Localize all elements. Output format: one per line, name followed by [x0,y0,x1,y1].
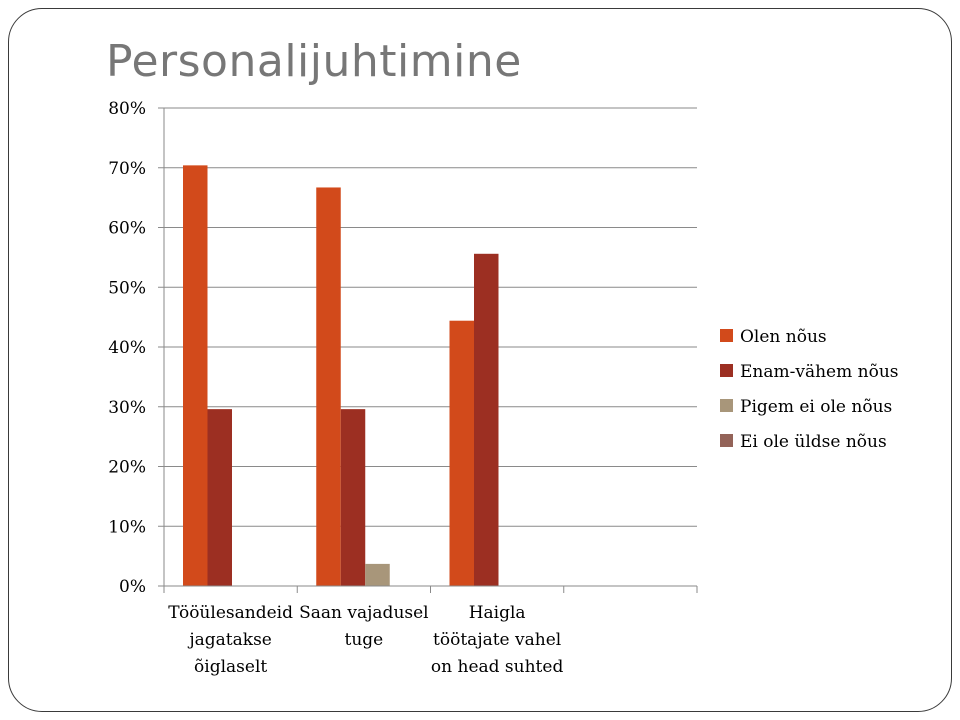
category-label: on head suhted [431,657,564,677]
legend-swatch [720,434,733,447]
legend-swatch [720,329,733,342]
bar-2-3 [365,563,390,586]
category-label: Haigla [469,603,526,623]
bars [183,165,499,587]
legend-swatch [720,399,733,412]
gridlines [164,107,697,527]
bar-1-1 [183,165,208,587]
legend: Olen nõus Enam-vähem nõus Pigem ei ole nõu… [720,327,899,452]
bar-2-2 [340,409,366,586]
legend-label: Olen nõus [740,327,827,347]
bar-2-1 [316,187,341,586]
category-label: jagatakse [187,630,271,650]
category-label: Tööülesandeid [168,603,293,623]
axes [158,107,698,593]
category-label: tuge [345,630,384,650]
y-tick-label: 50% [108,278,146,298]
y-tick-label: 20% [108,458,146,478]
y-tick-label: 60% [108,219,146,239]
bar-3-1 [449,320,474,586]
category-label: töötajate vahel [433,630,561,650]
y-tick-label: 70% [108,159,146,179]
category-labels: Tööülesandeid jagatakse õiglaselt Saan vaja… [168,603,563,677]
y-tick-label: 10% [108,517,146,537]
legend-label: Pigem ei ole nõus [740,397,892,417]
y-tick-label: 0% [119,577,146,597]
legend-label: Ei ole üldse nõus [740,432,887,452]
y-tick-labels: 0% 10% 20% 30% 40% 50% 60% 70% 80% [108,99,146,597]
y-tick-label: 80% [108,99,146,119]
y-tick-label: 40% [108,338,146,358]
category-label: Saan vajadusel [299,603,428,623]
category-label: õiglaselt [194,657,267,677]
legend-label: Enam-vähem nõus [740,362,899,382]
y-tick-label: 30% [108,398,146,418]
slide-title: Personalijuhtimine [106,36,522,87]
bar-1-2 [207,409,232,586]
bar-3-2 [474,253,499,587]
legend-swatch [720,364,733,377]
